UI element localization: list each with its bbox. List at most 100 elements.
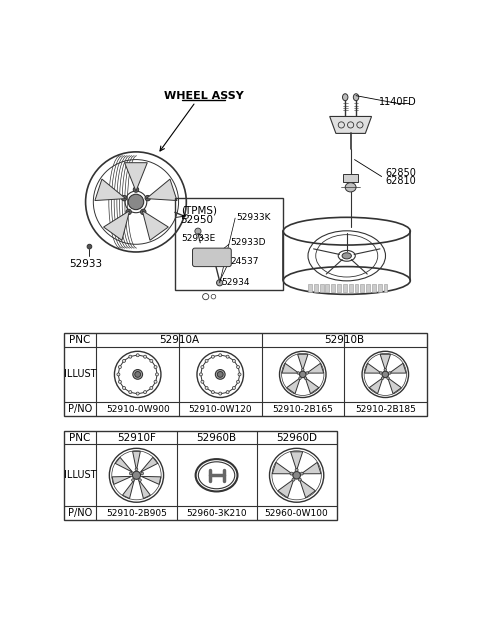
Circle shape [299, 478, 301, 481]
Polygon shape [125, 163, 147, 191]
Bar [355, 285, 359, 292]
Ellipse shape [345, 183, 356, 192]
Text: WHEEL ASSY: WHEEL ASSY [164, 92, 243, 102]
Polygon shape [298, 354, 308, 370]
Text: 52933D: 52933D [230, 238, 266, 247]
Text: PNC: PNC [70, 432, 91, 442]
Circle shape [150, 386, 153, 389]
Text: 62850: 62850 [385, 168, 416, 178]
Bar [64, 431, 336, 520]
Text: PNC: PNC [70, 334, 91, 344]
Circle shape [150, 359, 153, 363]
Circle shape [129, 355, 132, 358]
Text: 52960-0W100: 52960-0W100 [265, 509, 328, 517]
Circle shape [232, 386, 235, 389]
Polygon shape [122, 480, 134, 499]
Circle shape [132, 479, 134, 482]
Bar [331, 285, 335, 292]
Bar [348, 285, 353, 292]
Circle shape [297, 372, 300, 374]
Polygon shape [364, 363, 381, 373]
Circle shape [195, 228, 201, 234]
Text: 52933: 52933 [69, 258, 102, 268]
Text: 52960D: 52960D [276, 432, 317, 442]
Circle shape [219, 392, 222, 395]
Text: 62810: 62810 [385, 176, 416, 186]
Circle shape [141, 209, 146, 215]
Circle shape [139, 479, 141, 482]
Ellipse shape [132, 471, 141, 479]
Ellipse shape [353, 94, 359, 100]
Circle shape [238, 373, 241, 376]
Text: 52910-0W900: 52910-0W900 [106, 404, 169, 414]
Circle shape [141, 472, 144, 475]
Ellipse shape [342, 253, 351, 259]
Polygon shape [300, 479, 315, 498]
Text: 52910A: 52910A [159, 334, 199, 344]
Bar [337, 285, 341, 292]
Text: 52910-2B165: 52910-2B165 [272, 404, 333, 414]
Circle shape [300, 472, 303, 475]
Ellipse shape [216, 369, 225, 379]
Ellipse shape [293, 472, 300, 479]
Circle shape [135, 468, 138, 470]
Circle shape [154, 380, 157, 383]
Bar [343, 174, 359, 182]
Polygon shape [380, 354, 391, 370]
Bar [320, 285, 324, 292]
Circle shape [205, 359, 208, 363]
Polygon shape [95, 179, 126, 200]
Polygon shape [146, 179, 177, 200]
Text: 52910-2B185: 52910-2B185 [355, 404, 416, 414]
Polygon shape [287, 378, 300, 394]
Text: 52910-0W120: 52910-0W120 [189, 404, 252, 414]
Circle shape [388, 372, 391, 374]
Text: 52910F: 52910F [117, 432, 156, 442]
Ellipse shape [128, 194, 144, 210]
FancyBboxPatch shape [192, 248, 231, 266]
Circle shape [201, 380, 204, 383]
Circle shape [199, 373, 203, 376]
Circle shape [387, 377, 389, 379]
Text: 52933K: 52933K [237, 213, 271, 222]
Text: 52960B: 52960B [196, 432, 237, 442]
Circle shape [380, 372, 382, 374]
Polygon shape [301, 462, 321, 474]
Circle shape [301, 369, 304, 371]
Circle shape [295, 469, 298, 471]
Ellipse shape [133, 369, 143, 379]
Bar [314, 285, 318, 292]
Circle shape [129, 391, 132, 394]
Circle shape [292, 478, 295, 481]
Polygon shape [272, 462, 292, 474]
Text: 52960-3K210: 52960-3K210 [186, 509, 247, 517]
Bar [175, 198, 283, 291]
Circle shape [205, 386, 208, 389]
Circle shape [211, 355, 215, 358]
Polygon shape [290, 452, 303, 470]
Polygon shape [305, 378, 319, 394]
Circle shape [156, 373, 158, 376]
Circle shape [87, 244, 92, 249]
Circle shape [122, 359, 126, 363]
Circle shape [145, 195, 150, 201]
Text: 52934: 52934 [221, 278, 250, 287]
Polygon shape [369, 378, 383, 394]
Polygon shape [112, 476, 132, 484]
Polygon shape [143, 211, 168, 240]
Circle shape [290, 472, 293, 475]
Polygon shape [104, 211, 130, 240]
Circle shape [384, 369, 386, 371]
Circle shape [117, 373, 120, 376]
Text: 52950: 52950 [180, 215, 213, 225]
Circle shape [232, 359, 235, 363]
Ellipse shape [135, 371, 141, 378]
Ellipse shape [217, 371, 223, 378]
Circle shape [237, 366, 240, 369]
Polygon shape [141, 476, 161, 484]
Circle shape [226, 355, 229, 358]
Bar [64, 333, 427, 416]
Text: ILLUST: ILLUST [64, 369, 96, 379]
Text: 24537: 24537 [230, 256, 259, 266]
Text: P/NO: P/NO [68, 508, 92, 518]
